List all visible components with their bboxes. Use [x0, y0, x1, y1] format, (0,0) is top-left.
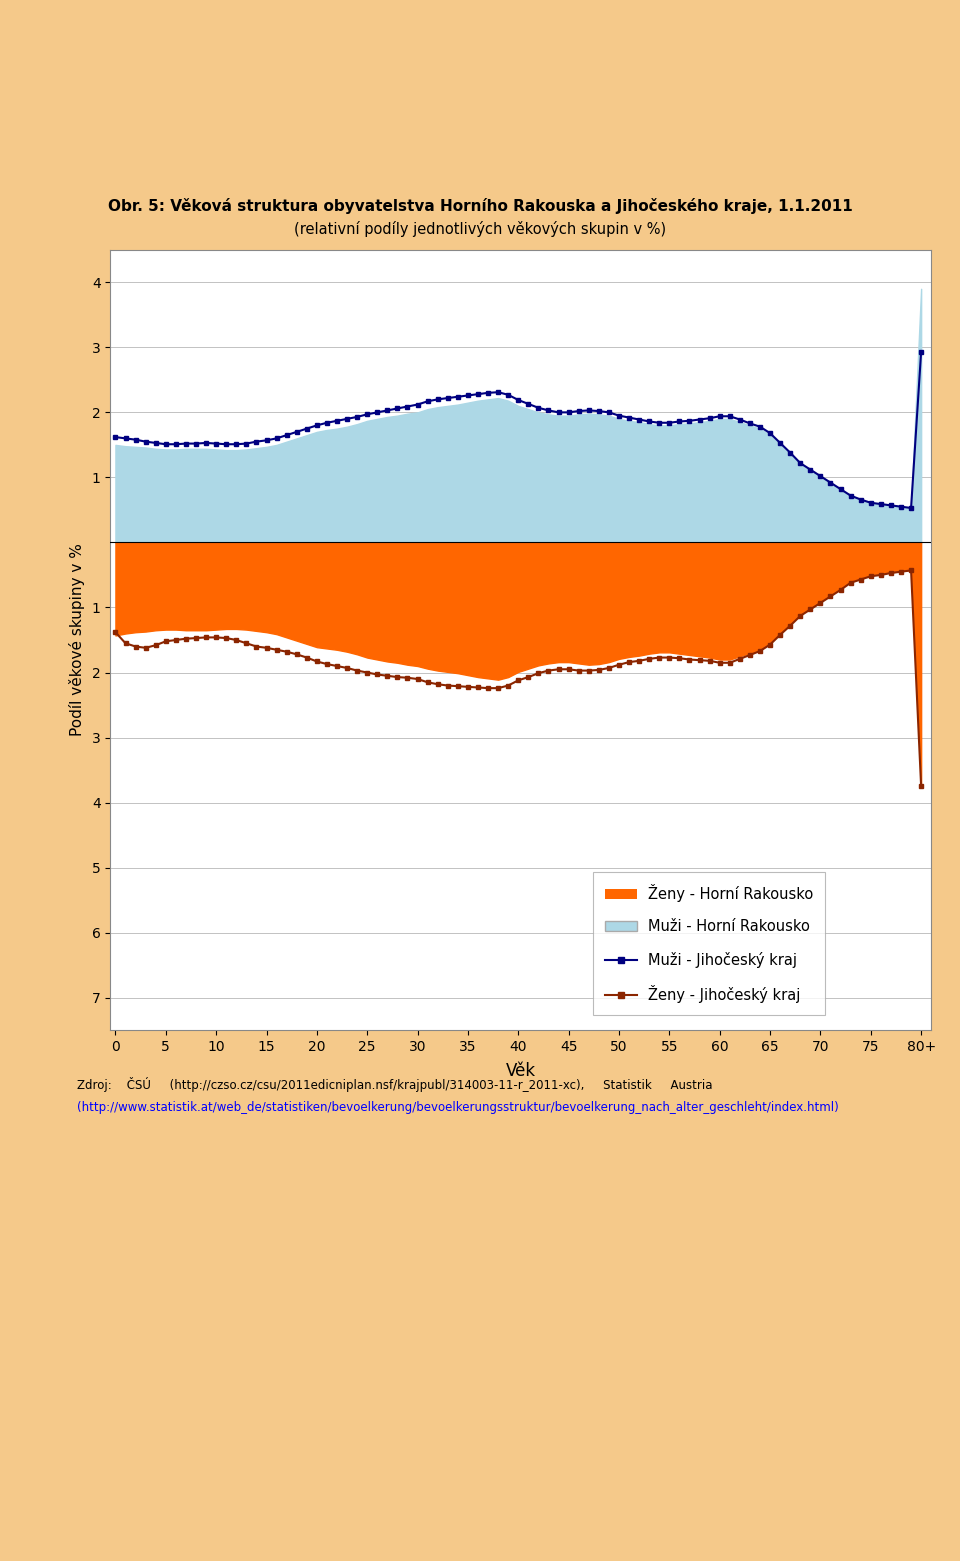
Text: Obr. 5: Věková struktura obyvatelstva Horního Rakouska a Jihočeského kraje, 1.1.: Obr. 5: Věková struktura obyvatelstva Ho…	[108, 198, 852, 214]
Y-axis label: Podíl věkové skupiny v %: Podíl věkové skupiny v %	[69, 543, 84, 737]
Text: Zdroj:    ČSÚ     (http://czso.cz/csu/2011edicniplan.nsf/krajpubl/314003-11-r_20: Zdroj: ČSÚ (http://czso.cz/csu/2011edicn…	[77, 1077, 712, 1093]
Text: (relativní podíly jednotlivých věkových skupin v %): (relativní podíly jednotlivých věkových …	[294, 222, 666, 237]
X-axis label: Věk: Věk	[506, 1063, 536, 1080]
Legend: Ženy - Horní Rakousko, Muži - Horní Rakousko, Muži - Jihočeský kraj, Ženy - Jiho: Ženy - Horní Rakousko, Muži - Horní Rako…	[593, 873, 826, 1015]
Text: (http://www.statistik.at/web_de/statistiken/bevoelkerung/bevoelkerungsstruktur/b: (http://www.statistik.at/web_de/statisti…	[77, 1101, 838, 1113]
